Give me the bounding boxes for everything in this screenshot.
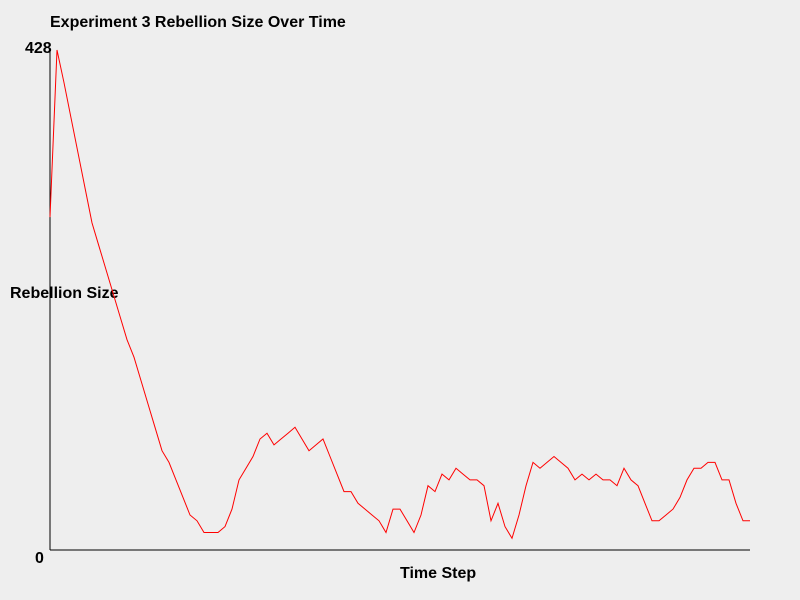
y-tick-min: 0 (35, 550, 44, 567)
x-axis-label: Time Step (400, 565, 477, 582)
chart-title: Experiment 3 Rebellion Size Over Time (50, 14, 346, 31)
y-axis-label: Rebellion Size (10, 285, 119, 302)
y-tick-max: 428 (25, 40, 52, 57)
series-line (49, 49, 750, 540)
